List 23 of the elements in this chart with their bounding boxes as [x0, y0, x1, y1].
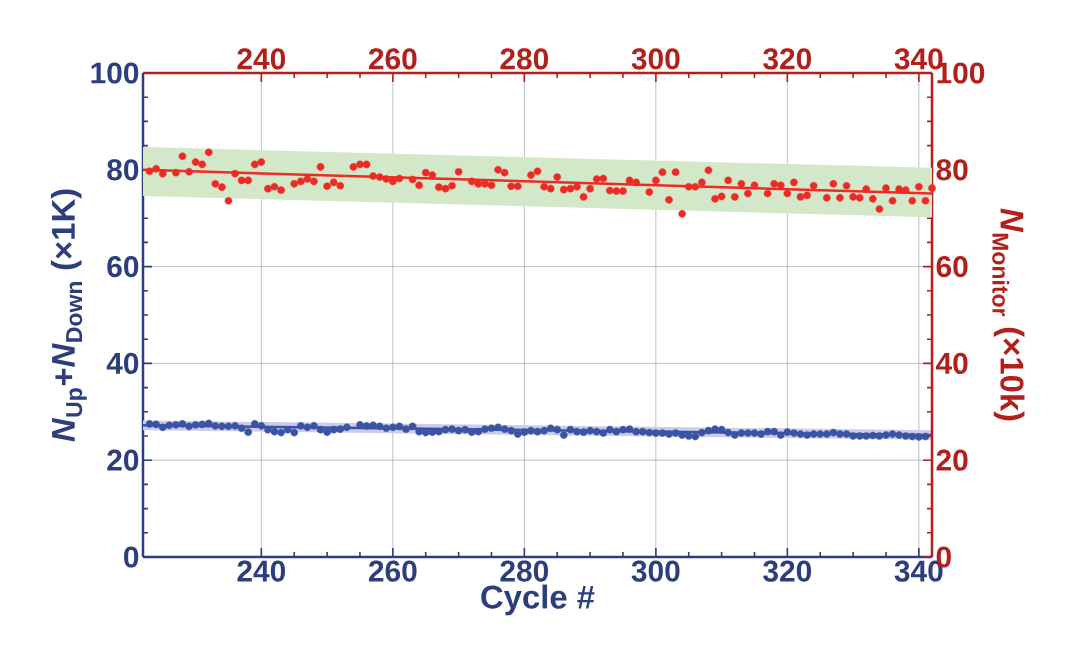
- x2-tick-label: 240: [237, 48, 286, 70]
- x-tick-label: 280: [500, 560, 549, 582]
- x2-tick-label: 280: [500, 48, 549, 70]
- y2-tick-label: 60: [936, 256, 968, 278]
- y2-tick-label: 40: [935, 352, 968, 374]
- x-tick-label: 320: [763, 560, 812, 582]
- x2-tick-label: 300: [631, 48, 680, 70]
- y2-tick-label: 20: [936, 449, 968, 471]
- y-tick-label: 20: [107, 449, 139, 471]
- y-tick-label: 100: [91, 62, 139, 84]
- y2-tick-label: 80: [936, 159, 968, 181]
- x-tick-label: 260: [368, 560, 417, 582]
- x-tick-label: 300: [631, 560, 680, 582]
- y-axis-title: N$_{Up}$+N$_{Down}$ (×1K): [50, 189, 87, 442]
- x2-tick-label: 260: [368, 48, 417, 70]
- x-tick-label: 240: [237, 560, 286, 582]
- y-tick-label: 40: [106, 352, 139, 374]
- x-axis-title: Cycle #: [481, 584, 595, 616]
- y-tick-label: 80: [107, 159, 139, 181]
- y-tick-label: 60: [107, 256, 139, 278]
- y2-axis-title: N$_{Monitor}$ (×10k): [992, 208, 1025, 421]
- y-tick-label: 0: [124, 546, 139, 568]
- x2-tick-label: 320: [763, 48, 812, 70]
